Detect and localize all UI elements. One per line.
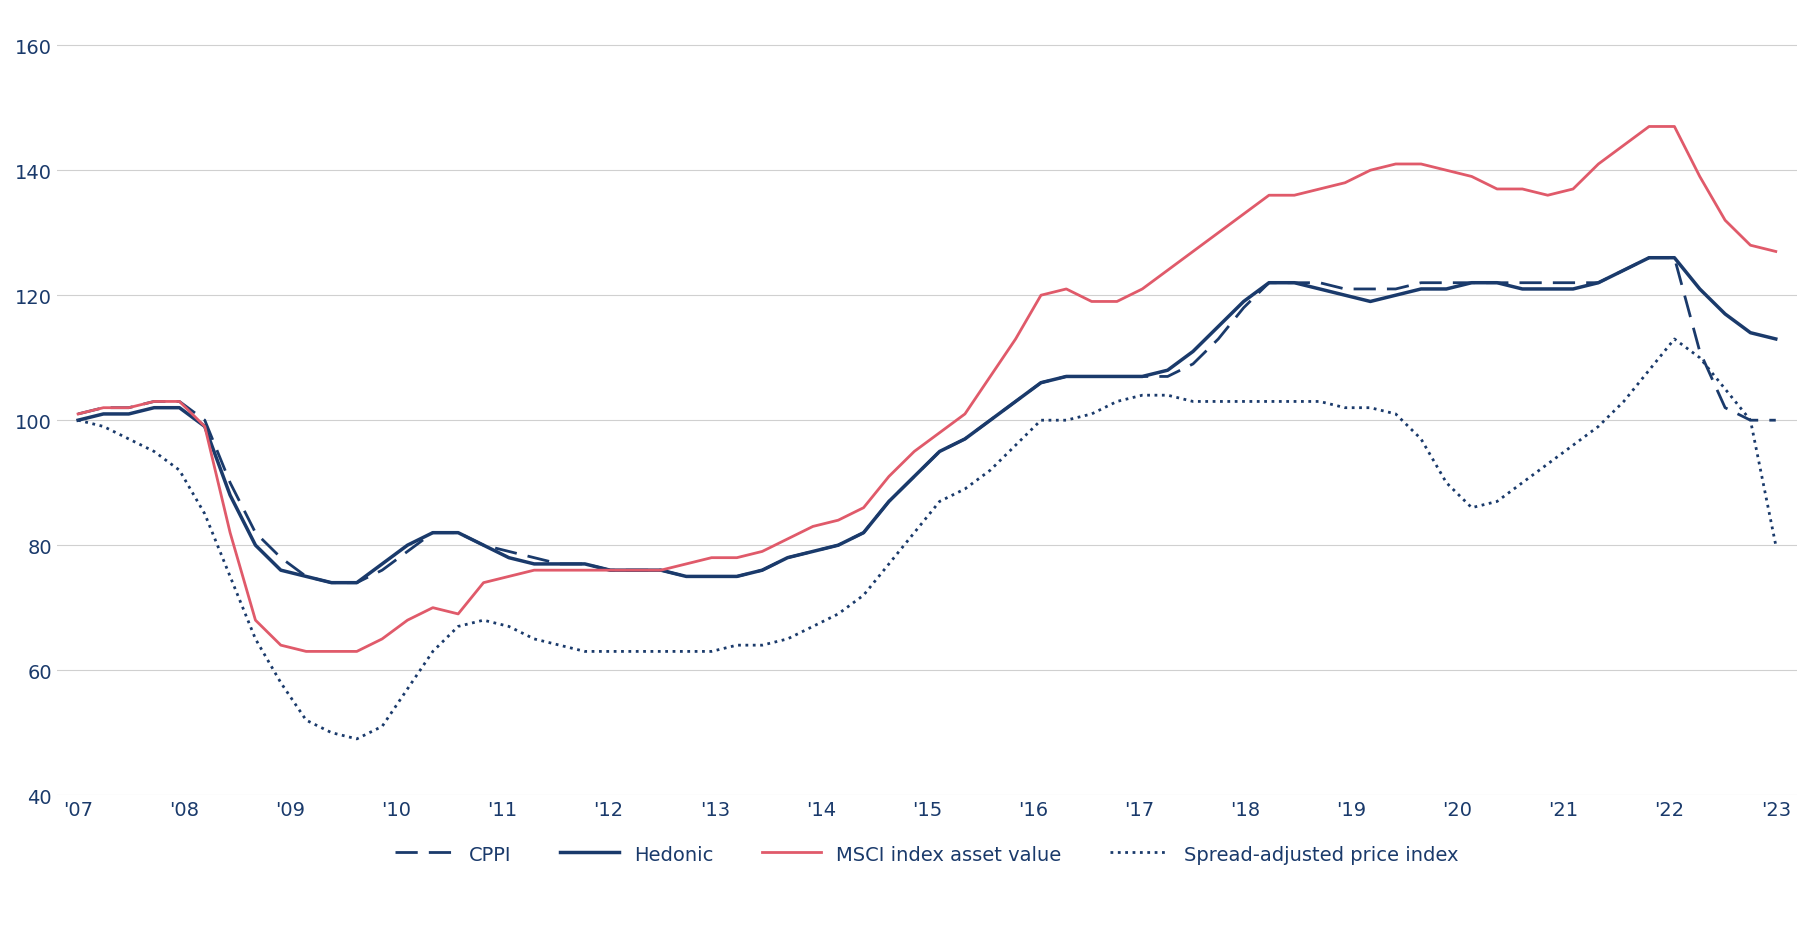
CPPI	[1308, 278, 1330, 289]
MSCI index asset value	[1638, 122, 1660, 133]
Hedonic	[1232, 297, 1254, 308]
Hedonic	[1638, 253, 1660, 264]
Hedonic	[67, 416, 89, 427]
Spread-adjusted price index	[1765, 540, 1787, 551]
Hedonic	[1435, 284, 1457, 295]
Line: Hedonic: Hedonic	[78, 258, 1776, 583]
Spread-adjusted price index	[1308, 397, 1330, 408]
MSCI index asset value	[67, 409, 89, 420]
CPPI	[1232, 302, 1254, 314]
CPPI	[1765, 416, 1787, 427]
CPPI	[1663, 253, 1685, 264]
MSCI index asset value	[1435, 166, 1457, 177]
MSCI index asset value	[1232, 209, 1254, 220]
Line: Spread-adjusted price index: Spread-adjusted price index	[78, 340, 1776, 739]
Hedonic	[1308, 284, 1330, 295]
CPPI	[1613, 265, 1634, 276]
Spread-adjusted price index	[1663, 334, 1685, 345]
Line: MSCI index asset value: MSCI index asset value	[78, 127, 1776, 651]
Spread-adjusted price index	[1638, 365, 1660, 376]
MSCI index asset value	[1663, 122, 1685, 133]
Spread-adjusted price index	[67, 416, 89, 427]
MSCI index asset value	[1308, 184, 1330, 196]
CPPI	[1638, 253, 1660, 264]
CPPI	[1587, 278, 1609, 289]
Spread-adjusted price index	[1435, 477, 1457, 489]
Hedonic	[1663, 253, 1685, 264]
MSCI index asset value	[1587, 159, 1609, 170]
CPPI	[67, 409, 89, 420]
Spread-adjusted price index	[1587, 421, 1609, 432]
Line: CPPI: CPPI	[78, 258, 1776, 583]
Hedonic	[1765, 334, 1787, 345]
Spread-adjusted price index	[1613, 397, 1634, 408]
Spread-adjusted price index	[1232, 397, 1254, 408]
CPPI	[321, 578, 342, 589]
MSCI index asset value	[295, 646, 317, 657]
Hedonic	[321, 578, 342, 589]
Hedonic	[1587, 278, 1609, 289]
CPPI	[1435, 278, 1457, 289]
Legend: CPPI, Hedonic, MSCI index asset value, Spread-adjusted price index: CPPI, Hedonic, MSCI index asset value, S…	[388, 837, 1466, 871]
Hedonic	[1613, 265, 1634, 276]
MSCI index asset value	[1765, 246, 1787, 257]
Spread-adjusted price index	[346, 734, 368, 745]
MSCI index asset value	[1613, 140, 1634, 152]
